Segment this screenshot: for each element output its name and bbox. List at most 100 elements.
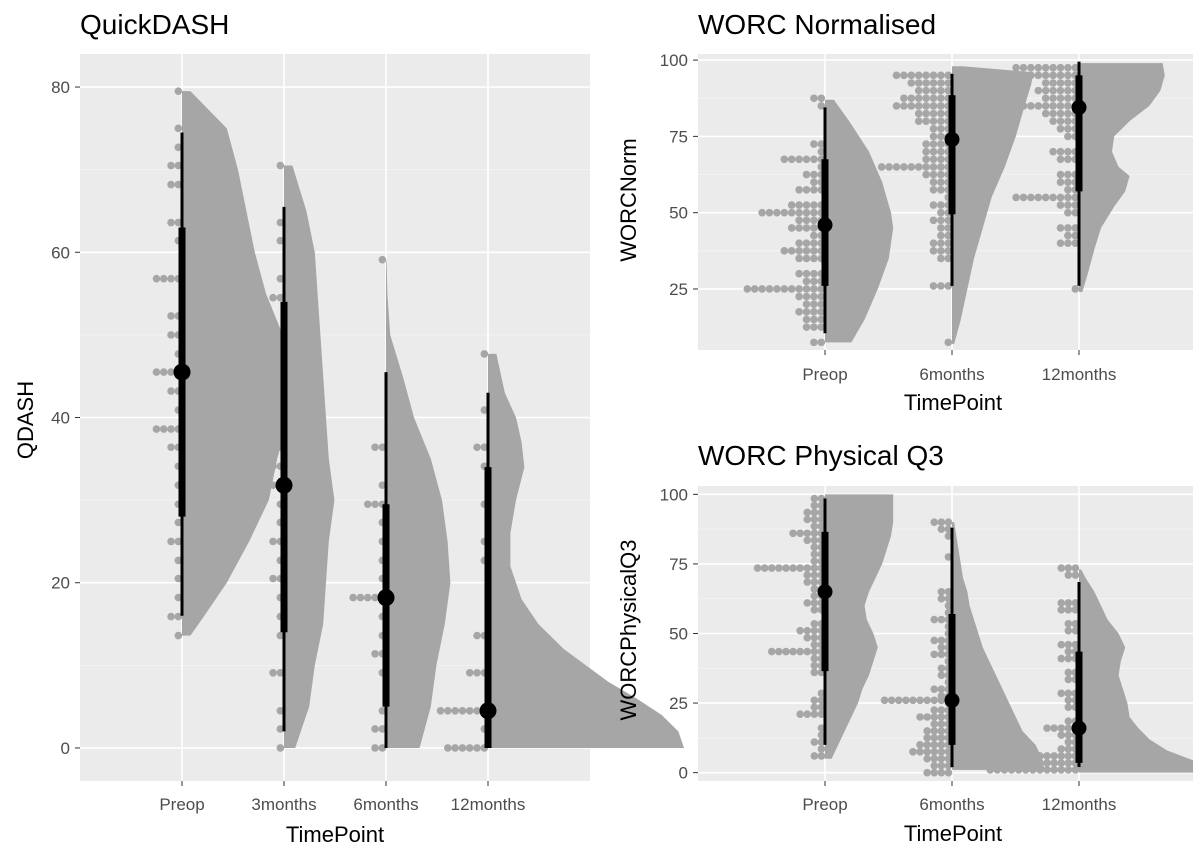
dot-preop xyxy=(817,745,826,753)
dot-6months xyxy=(930,518,939,526)
dot-12months xyxy=(1071,606,1080,614)
dot-preop xyxy=(174,143,183,152)
dot-12months xyxy=(1041,109,1050,118)
density-3months xyxy=(284,165,335,748)
dot-12months xyxy=(1064,606,1073,614)
dot-6months xyxy=(922,94,930,103)
dot-12months xyxy=(1057,606,1066,614)
dot-preop xyxy=(810,315,818,324)
dot-12months xyxy=(1056,239,1065,247)
dot-12months xyxy=(1034,71,1043,80)
dot-6months xyxy=(937,696,946,705)
dot-12months xyxy=(1064,178,1072,186)
dot-12months xyxy=(1071,564,1080,572)
dot-12months xyxy=(1064,155,1072,164)
dot-12months xyxy=(1014,759,1023,767)
dot-preop xyxy=(796,564,804,572)
dot-6months xyxy=(929,109,938,118)
dot-12months xyxy=(1064,640,1073,649)
dot-6months xyxy=(937,102,945,110)
dot-preop xyxy=(802,292,811,301)
x-tick-label: 6months xyxy=(353,795,418,814)
dot-12months xyxy=(1021,766,1030,774)
dot-preop xyxy=(810,710,819,719)
dot-preop xyxy=(817,522,826,531)
median-12months xyxy=(1071,99,1087,115)
dot-12months xyxy=(1050,724,1058,732)
dot-preop xyxy=(810,696,819,705)
dot-12months xyxy=(1034,86,1043,95)
dot-6months xyxy=(937,178,945,186)
dot-preop xyxy=(817,752,826,760)
dot-3months xyxy=(261,443,270,452)
dot-preop xyxy=(810,155,818,164)
dot-12months xyxy=(1071,63,1080,72)
dot-preop xyxy=(817,731,826,739)
dot-preop xyxy=(743,285,752,293)
dot-6months xyxy=(937,147,945,156)
dot-6months xyxy=(937,109,945,118)
dot-preop xyxy=(817,308,826,316)
dot-12months xyxy=(1056,79,1065,87)
dot-12months xyxy=(1064,86,1072,95)
dot-6months xyxy=(929,94,938,103)
y-tick-label: 75 xyxy=(669,127,688,146)
dot-3months xyxy=(276,631,285,640)
dot-preop xyxy=(817,724,826,732)
dot-preop xyxy=(787,155,796,164)
median-12months xyxy=(1071,720,1087,736)
dot-preop xyxy=(787,224,796,232)
dot-preop xyxy=(810,633,819,642)
dot-6months xyxy=(944,747,953,756)
dot-preop xyxy=(780,208,789,217)
dot-12months xyxy=(1064,599,1073,607)
dot-12months xyxy=(1056,193,1065,202)
dot-preop xyxy=(803,626,812,635)
dot-preop xyxy=(795,201,803,209)
dot-12months xyxy=(465,668,474,677)
y-tick-label: 100 xyxy=(660,51,688,70)
dot-6months xyxy=(909,696,917,705)
dot-6months xyxy=(378,443,387,452)
dot-preop xyxy=(810,647,819,656)
density-6months xyxy=(952,66,1034,344)
dot-6months xyxy=(937,671,946,680)
worc-normalised-x-axis-title: TimePoint xyxy=(904,390,1002,415)
dot-12months xyxy=(1064,619,1073,628)
dot-6months xyxy=(930,696,939,705)
dot-preop xyxy=(810,522,819,531)
dot-6months xyxy=(378,255,387,264)
dot-12months xyxy=(1049,102,1057,110)
dot-preop xyxy=(810,738,819,746)
dot-preop xyxy=(775,647,783,656)
dot-preop xyxy=(796,529,804,538)
dot-6months xyxy=(929,185,938,194)
dot-preop xyxy=(758,285,766,293)
dot-12months xyxy=(1019,63,1028,72)
dot-preop xyxy=(780,155,789,164)
dot-preop xyxy=(810,592,819,600)
dot-preop xyxy=(174,161,183,170)
dot-6months xyxy=(944,86,953,95)
dot-12months xyxy=(1056,201,1065,209)
dot-6months xyxy=(930,747,939,756)
dot-6months xyxy=(929,147,938,156)
dot-12months xyxy=(1064,94,1072,103)
dot-preop xyxy=(167,443,175,452)
dot-preop xyxy=(174,218,183,227)
dot-preop xyxy=(810,585,819,593)
dot-12months xyxy=(1064,689,1073,698)
series-3months xyxy=(254,161,335,752)
dot-preop xyxy=(817,501,826,510)
dot-6months xyxy=(929,140,938,148)
dot-12months xyxy=(465,744,474,752)
dot-6months xyxy=(944,216,953,225)
dot-6months xyxy=(914,102,923,110)
dot-12months xyxy=(1064,752,1073,760)
dot-12months xyxy=(1064,654,1073,663)
dot-6months xyxy=(937,518,946,526)
dot-preop xyxy=(810,543,819,552)
worc-physical-q3-y-axis-title: WORCPhysicalQ3 xyxy=(616,540,641,721)
dot-6months xyxy=(937,155,945,164)
dot-6months xyxy=(937,216,945,225)
